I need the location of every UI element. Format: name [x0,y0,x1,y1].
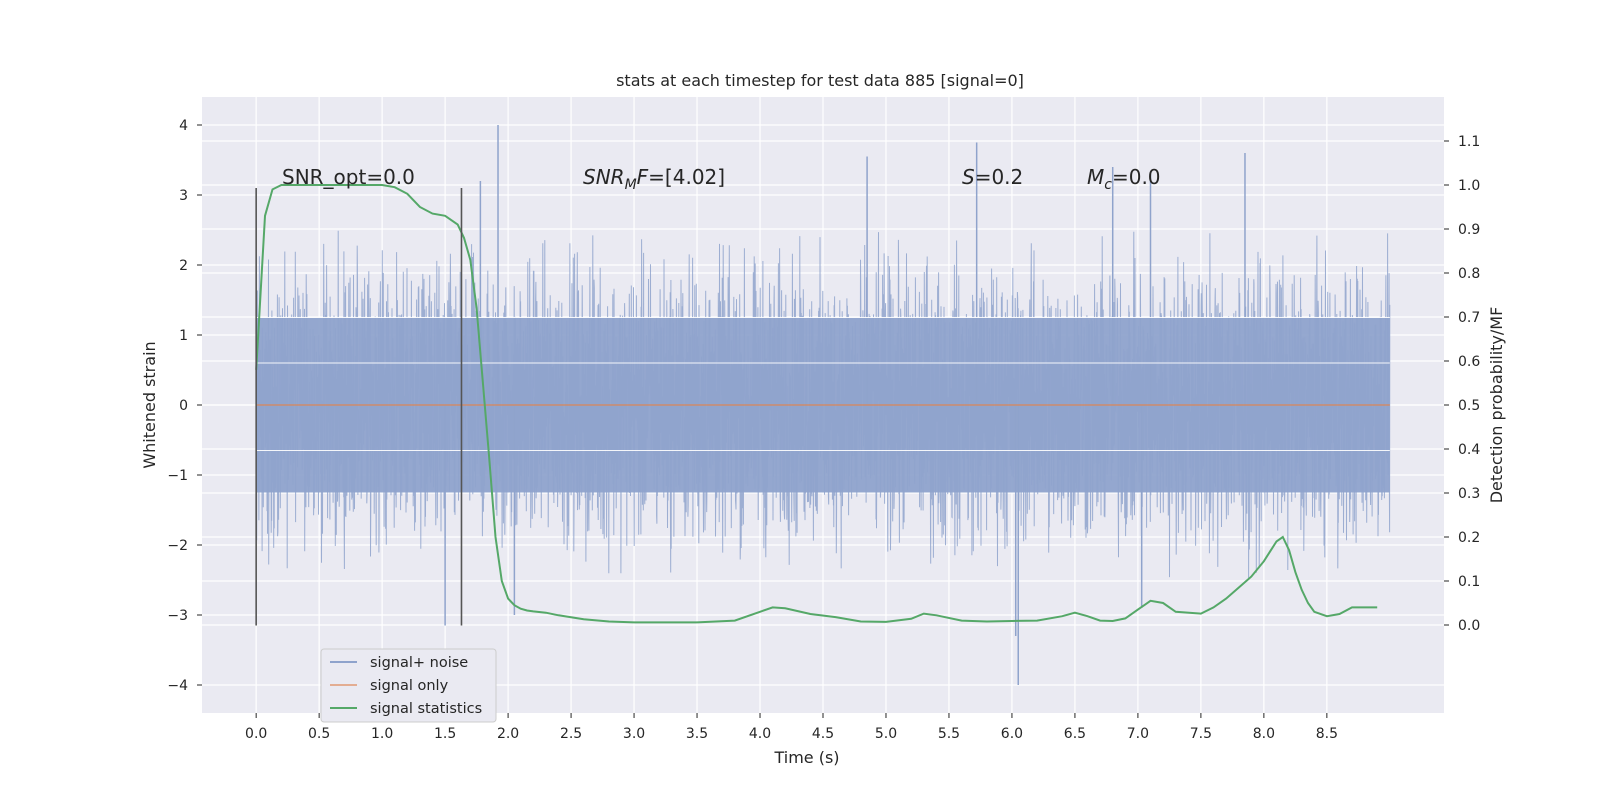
y-right-tick-label: 0.7 [1458,310,1480,326]
x-axis-label: Time (s) [773,748,839,767]
x-tick-label: 1.0 [371,726,393,742]
y-right-tick-label: 0.1 [1458,574,1480,590]
y-left-tick-label: −2 [167,538,188,554]
annotations: SNR_opt=0.0 SNRMF=[4.02] S=0.2 Mc=0.0 [282,165,1161,193]
signal-statistics-line [255,184,1378,624]
x-tick-label: 3.0 [623,726,645,742]
y-right-tick-label: 0.4 [1458,442,1480,458]
y-right-tick-label: 0.5 [1458,398,1480,414]
x-tick-label: 5.0 [875,726,897,742]
x-tick-label: 7.0 [1127,726,1149,742]
x-tick-label: 0.5 [308,726,330,742]
x-tick-label: 8.0 [1253,726,1275,742]
y-right-tick-label: 0.6 [1458,354,1480,370]
y-right-tick-label: 0.2 [1458,530,1480,546]
y-right-axis-label: Detection probability/MF [1487,307,1506,504]
legend-label-signal: signal only [370,678,449,694]
y-right-tick-labels: 0.0 0.1 0.2 0.3 0.4 0.5 0.6 0.7 0.8 0.9 1.0 1.1 [1444,134,1480,634]
x-tick-label: 0.0 [245,726,267,742]
x-tick-label: 2.0 [497,726,519,742]
y-left-tick-label: 0 [179,398,188,414]
legend: signal+ noise signal only signal statist… [320,648,497,723]
x-tick-label: 6.0 [1001,726,1023,742]
y-right-tick-label: 0.0 [1458,618,1480,634]
y-left-tick-label: 2 [179,258,188,274]
annotation-snr-mf: SNRMF=[4.02] [583,165,725,193]
x-tick-label: 2.5 [560,726,582,742]
x-tick-labels: 0.0 0.5 1.0 1.5 2.0 2.5 3.0 3.5 4.0 4.5 5.0 5.5 6.0 6… [245,713,1338,742]
chart-title: stats at each timestep for test data 885… [616,71,1024,90]
x-tick-label: 4.0 [749,726,771,742]
y-left-tick-label: 1 [179,328,188,344]
x-tick-label: 3.5 [686,726,708,742]
annotation-snr-opt: SNR_opt=0.0 [282,165,415,189]
annotation-s: S=0.2 [962,165,1023,189]
y-left-tick-label: 3 [179,188,188,204]
y-left-tick-label: 4 [179,118,188,134]
legend-label-stats: signal statistics [370,701,482,717]
y-right-tick-label: 1.1 [1458,134,1480,150]
annotation-mc: Mc=0.0 [1087,165,1161,193]
y-right-tick-label: 0.9 [1458,222,1480,238]
x-tick-label: 1.5 [434,726,456,742]
y-left-tick-labels: −4 −3 −2 −1 0 1 2 3 4 [167,118,202,694]
series-signal-statistics [255,184,1378,624]
x-tick-label: 8.5 [1316,726,1338,742]
y-right-tick-label: 0.3 [1458,486,1480,502]
y-left-tick-label: −1 [167,468,188,484]
vertical-markers [255,188,463,626]
y-left-axis-label: Whitened strain [140,341,159,468]
x-tick-label: 6.5 [1064,726,1086,742]
x-tick-label: 4.5 [812,726,834,742]
x-tick-label: 7.5 [1190,726,1212,742]
y-right-tick-label: 1.0 [1458,178,1480,194]
y-left-tick-label: −3 [167,608,188,624]
legend-label-noise: signal+ noise [370,655,468,671]
y-left-tick-label: −4 [167,678,188,694]
x-tick-label: 5.5 [938,726,960,742]
y-right-tick-label: 0.8 [1458,266,1480,282]
legend-box [320,648,497,723]
